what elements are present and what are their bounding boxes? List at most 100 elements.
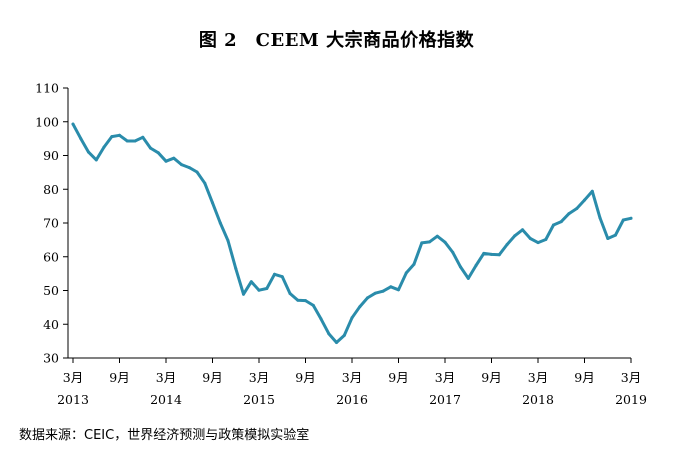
data-point bbox=[195, 170, 199, 174]
data-point bbox=[451, 250, 455, 254]
chart-title: 图 2 CEEM 大宗商品价格指数 bbox=[198, 30, 475, 51]
data-point bbox=[552, 223, 555, 227]
data-point bbox=[79, 137, 83, 141]
data-point bbox=[559, 220, 563, 224]
y-tick-label: 110 bbox=[35, 81, 59, 96]
data-point bbox=[118, 133, 121, 137]
x-axis-ticks: 3月 2013 9月 3月 2014 9月 3月 2015 9月 3月 2016 9月 3月 2017 9月… bbox=[57, 358, 647, 407]
data-point bbox=[621, 218, 625, 222]
data-point bbox=[544, 238, 548, 241]
data-point bbox=[172, 156, 176, 160]
data-point bbox=[497, 253, 501, 257]
x-tick-month-label: 9月 bbox=[388, 370, 408, 385]
data-point bbox=[242, 292, 245, 296]
y-tick-label: 70 bbox=[43, 216, 59, 231]
data-point bbox=[141, 135, 145, 139]
line-chart: 30 40 50 60 70 80 90 100 110 3月 2013 9月 3月 2014 9月 3月 2… bbox=[35, 81, 647, 408]
data-point bbox=[350, 316, 354, 320]
data-point bbox=[280, 275, 284, 279]
data-point bbox=[474, 264, 478, 267]
data-point bbox=[536, 241, 540, 245]
x-tick-month-label: 3月 bbox=[435, 370, 455, 385]
data-point bbox=[234, 267, 238, 271]
data-point bbox=[249, 280, 253, 284]
data-point bbox=[94, 158, 98, 162]
data-point bbox=[397, 288, 400, 292]
data-point bbox=[335, 341, 338, 344]
data-point bbox=[87, 150, 90, 154]
data-point bbox=[435, 234, 439, 238]
x-tick-month-label: 9月 bbox=[481, 370, 501, 385]
data-point bbox=[226, 239, 230, 243]
source-note: 数据来源：CEIC，世界经济预测与政策模拟实验室 bbox=[19, 428, 310, 443]
x-tick-month-label: 9月 bbox=[574, 370, 594, 385]
x-tick-year-label: 2013 bbox=[57, 392, 89, 407]
x-tick-month-label: 3月 bbox=[342, 370, 362, 385]
data-point bbox=[389, 285, 393, 289]
data-point bbox=[575, 207, 579, 210]
data-point bbox=[528, 237, 532, 240]
data-point bbox=[590, 189, 594, 193]
data-point bbox=[381, 289, 385, 293]
data-point bbox=[629, 216, 633, 220]
data-point bbox=[296, 298, 300, 302]
data-point bbox=[366, 296, 369, 300]
data-point bbox=[598, 216, 602, 220]
data-point bbox=[583, 198, 586, 202]
data-point bbox=[125, 139, 129, 143]
data-point bbox=[133, 139, 137, 143]
x-tick-month-label: 3月 bbox=[63, 370, 83, 385]
y-tick-label: 50 bbox=[43, 283, 59, 298]
data-point bbox=[218, 221, 222, 225]
y-tick-label: 40 bbox=[43, 317, 59, 332]
data-point bbox=[102, 145, 106, 149]
data-point bbox=[273, 272, 276, 276]
y-tick-label: 30 bbox=[43, 351, 59, 366]
data-point bbox=[211, 201, 214, 205]
x-tick-year-label: 2016 bbox=[336, 392, 368, 407]
data-point bbox=[606, 237, 610, 240]
data-point bbox=[110, 135, 114, 139]
data-point bbox=[156, 151, 160, 155]
data-point bbox=[180, 163, 183, 167]
data-point bbox=[164, 159, 168, 163]
x-tick-month-label: 3月 bbox=[528, 370, 548, 385]
data-point bbox=[327, 332, 331, 336]
x-tick-year-label: 2017 bbox=[429, 392, 461, 407]
data-point bbox=[358, 305, 362, 309]
series-layer bbox=[71, 122, 633, 344]
data-point bbox=[466, 276, 470, 280]
y-axis-ticks: 30 40 50 60 70 80 90 100 110 bbox=[35, 81, 68, 366]
data-point bbox=[187, 166, 191, 170]
data-point bbox=[342, 333, 346, 337]
x-tick-year-label: 2015 bbox=[243, 392, 275, 407]
data-point bbox=[203, 181, 207, 185]
data-point bbox=[505, 243, 509, 247]
y-tick-label: 100 bbox=[35, 114, 59, 129]
x-tick-month-label: 9月 bbox=[202, 370, 222, 385]
data-point bbox=[288, 292, 292, 295]
data-point bbox=[521, 228, 524, 232]
x-tick-year-label: 2019 bbox=[615, 392, 647, 407]
data-point bbox=[567, 212, 571, 216]
data-point bbox=[257, 288, 261, 292]
x-tick-month-label: 3月 bbox=[249, 370, 269, 385]
data-point bbox=[412, 262, 416, 266]
x-tick-month-label: 9月 bbox=[295, 370, 315, 385]
y-tick-label: 90 bbox=[43, 148, 59, 163]
data-point bbox=[373, 291, 377, 295]
data-point bbox=[490, 252, 493, 256]
data-point bbox=[304, 299, 307, 303]
axes bbox=[67, 88, 631, 359]
x-tick-month-label: 3月 bbox=[156, 370, 176, 385]
x-tick-year-label: 2018 bbox=[522, 392, 554, 407]
data-point bbox=[404, 271, 408, 275]
y-tick-label: 80 bbox=[43, 182, 59, 197]
data-point bbox=[420, 241, 424, 245]
y-tick-label: 60 bbox=[43, 249, 59, 264]
data-point bbox=[71, 122, 75, 126]
data-point bbox=[513, 234, 517, 238]
data-point bbox=[311, 303, 315, 307]
data-point bbox=[482, 251, 486, 255]
data-point bbox=[459, 265, 462, 269]
